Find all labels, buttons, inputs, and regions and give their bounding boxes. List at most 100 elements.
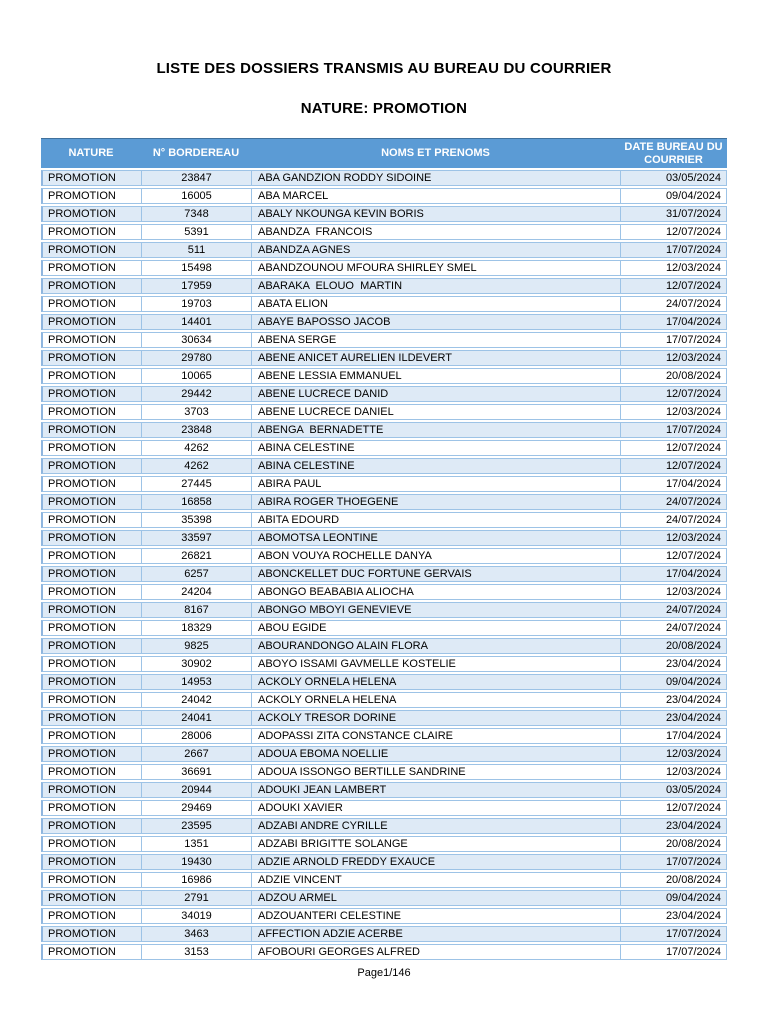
cell-nature: PROMOTION (41, 836, 141, 852)
cell-bordereau: 14953 (141, 674, 251, 690)
cell-date: 03/05/2024 (620, 170, 727, 186)
cell-noms: ACKOLY ORNELA HELENA (251, 692, 620, 708)
table-row: PROMOTION 14953 ACKOLY ORNELA HELENA 09/… (41, 674, 727, 690)
cell-nature: PROMOTION (41, 440, 141, 456)
cell-bordereau: 19430 (141, 854, 251, 870)
cell-noms: ABANDZA FRANCOIS (251, 224, 620, 240)
cell-date: 23/04/2024 (620, 656, 727, 672)
cell-nature: PROMOTION (41, 296, 141, 312)
cell-bordereau: 36691 (141, 764, 251, 780)
cell-bordereau: 16005 (141, 188, 251, 204)
cell-nature: PROMOTION (41, 944, 141, 960)
cell-nature: PROMOTION (41, 782, 141, 798)
cell-date: 12/07/2024 (620, 548, 727, 564)
table-row: PROMOTION 34019 ADZOUANTERI CELESTINE 23… (41, 908, 727, 924)
table-row: PROMOTION 9825 ABOURANDONGO ALAIN FLORA … (41, 638, 727, 654)
table-row: PROMOTION 511 ABANDZA AGNES 17/07/2024 (41, 242, 727, 258)
cell-nature: PROMOTION (41, 512, 141, 528)
cell-bordereau: 30902 (141, 656, 251, 672)
cell-noms: ADZIE VINCENT (251, 872, 620, 888)
cell-bordereau: 35398 (141, 512, 251, 528)
cell-nature: PROMOTION (41, 566, 141, 582)
cell-date: 12/07/2024 (620, 800, 727, 816)
cell-date: 09/04/2024 (620, 890, 727, 906)
cell-nature: PROMOTION (41, 458, 141, 474)
cell-noms: ABENA SERGE (251, 332, 620, 348)
cell-bordereau: 2791 (141, 890, 251, 906)
cell-nature: PROMOTION (41, 926, 141, 942)
table-row: PROMOTION 36691 ADOUA ISSONGO BERTILLE S… (41, 764, 727, 780)
cell-noms: ABOURANDONGO ALAIN FLORA (251, 638, 620, 654)
cell-nature: PROMOTION (41, 548, 141, 564)
cell-nature: PROMOTION (41, 188, 141, 204)
cell-noms: ABON VOUYA ROCHELLE DANYA (251, 548, 620, 564)
cell-bordereau: 9825 (141, 638, 251, 654)
cell-date: 12/07/2024 (620, 386, 727, 402)
cell-date: 17/07/2024 (620, 854, 727, 870)
cell-noms: ABINA CELESTINE (251, 440, 620, 456)
table-row: PROMOTION 29780 ABENE ANICET AURELIEN IL… (41, 350, 727, 366)
header-row: NATURE N° BORDEREAU NOMS ET PRENOMS DATE… (41, 138, 727, 168)
table-row: PROMOTION 30902 ABOYO ISSAMI GAVMELLE KO… (41, 656, 727, 672)
cell-noms: ADZABI ANDRE CYRILLE (251, 818, 620, 834)
cell-noms: ADOPASSI ZITA CONSTANCE CLAIRE (251, 728, 620, 744)
cell-noms: ABONCKELLET DUC FORTUNE GERVAIS (251, 566, 620, 582)
cell-date: 20/08/2024 (620, 638, 727, 654)
table-row: PROMOTION 6257 ABONCKELLET DUC FORTUNE G… (41, 566, 727, 582)
cell-date: 12/03/2024 (620, 530, 727, 546)
cell-noms: ABOU EGIDE (251, 620, 620, 636)
cell-bordereau: 29780 (141, 350, 251, 366)
cell-noms: ABENE LUCRECE DANIEL (251, 404, 620, 420)
cell-noms: ACKOLY TRESOR DORINE (251, 710, 620, 726)
cell-date: 23/04/2024 (620, 692, 727, 708)
cell-noms: ABA MARCEL (251, 188, 620, 204)
cell-nature: PROMOTION (41, 656, 141, 672)
cell-nature: PROMOTION (41, 584, 141, 600)
cell-bordereau: 5391 (141, 224, 251, 240)
cell-noms: ADOUA EBOMA NOELLIE (251, 746, 620, 762)
cell-date: 12/03/2024 (620, 584, 727, 600)
cell-noms: ABENE LUCRECE DANID (251, 386, 620, 402)
table-row: PROMOTION 3463 AFFECTION ADZIE ACERBE 17… (41, 926, 727, 942)
cell-bordereau: 4262 (141, 440, 251, 456)
cell-date: 24/07/2024 (620, 296, 727, 312)
table-row: PROMOTION 24042 ACKOLY ORNELA HELENA 23/… (41, 692, 727, 708)
cell-date: 17/07/2024 (620, 422, 727, 438)
table-row: PROMOTION 27445 ABIRA PAUL 17/04/2024 (41, 476, 727, 492)
cell-noms: ABINA CELESTINE (251, 458, 620, 474)
cell-nature: PROMOTION (41, 206, 141, 222)
cell-bordereau: 28006 (141, 728, 251, 744)
cell-nature: PROMOTION (41, 422, 141, 438)
cell-bordereau: 15498 (141, 260, 251, 276)
cell-noms: ABALY NKOUNGA KEVIN BORIS (251, 206, 620, 222)
col-header-noms: NOMS ET PRENOMS (251, 138, 620, 168)
cell-date: 12/03/2024 (620, 260, 727, 276)
table-row: PROMOTION 8167 ABONGO MBOYI GENEVIEVE 24… (41, 602, 727, 618)
table-row: PROMOTION 24041 ACKOLY TRESOR DORINE 23/… (41, 710, 727, 726)
cell-nature: PROMOTION (41, 746, 141, 762)
cell-bordereau: 20944 (141, 782, 251, 798)
cell-date: 12/07/2024 (620, 458, 727, 474)
cell-bordereau: 34019 (141, 908, 251, 924)
cell-date: 09/04/2024 (620, 674, 727, 690)
cell-noms: ADZABI BRIGITTE SOLANGE (251, 836, 620, 852)
cell-date: 17/07/2024 (620, 332, 727, 348)
cell-date: 23/04/2024 (620, 818, 727, 834)
cell-nature: PROMOTION (41, 728, 141, 744)
cell-nature: PROMOTION (41, 224, 141, 240)
cell-nature: PROMOTION (41, 350, 141, 366)
cell-noms: ABATA ELION (251, 296, 620, 312)
cell-date: 12/03/2024 (620, 746, 727, 762)
table-row: PROMOTION 16986 ADZIE VINCENT 20/08/2024 (41, 872, 727, 888)
cell-date: 24/07/2024 (620, 512, 727, 528)
col-header-bordereau: N° BORDEREAU (141, 138, 251, 168)
table-row: PROMOTION 19430 ADZIE ARNOLD FREDDY EXAU… (41, 854, 727, 870)
cell-bordereau: 8167 (141, 602, 251, 618)
cell-bordereau: 29442 (141, 386, 251, 402)
cell-nature: PROMOTION (41, 494, 141, 510)
cell-bordereau: 19703 (141, 296, 251, 312)
cell-noms: ABENE ANICET AURELIEN ILDEVERT (251, 350, 620, 366)
cell-bordereau: 27445 (141, 476, 251, 492)
cell-date: 12/07/2024 (620, 440, 727, 456)
